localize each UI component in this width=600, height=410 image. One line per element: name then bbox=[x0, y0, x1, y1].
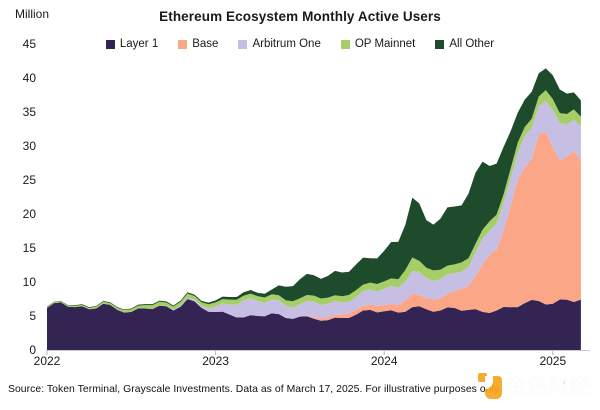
y-tick-label-25: 25 bbox=[22, 173, 36, 187]
legend-item-base: Base bbox=[178, 38, 218, 50]
y-tick-label-20: 20 bbox=[22, 207, 36, 221]
y-tick-label-5: 5 bbox=[29, 309, 36, 323]
legend-label: Arbitrum One bbox=[252, 38, 321, 50]
legend-swatch-icon bbox=[105, 39, 115, 49]
legend-swatch-icon bbox=[178, 39, 188, 49]
area-layer-1 bbox=[47, 299, 581, 350]
legend-swatch-icon bbox=[238, 39, 248, 49]
y-tick-label-10: 10 bbox=[22, 275, 36, 289]
legend-item-all-other: All Other bbox=[435, 38, 494, 50]
chart-legend: Layer 1 Base Arbitrum One OP Mainnet All Oth… bbox=[0, 38, 600, 50]
legend-item-layer-1: Layer 1 bbox=[105, 38, 159, 50]
watermark: 金色财经 bbox=[477, 369, 597, 403]
y-tick-label-30: 30 bbox=[22, 139, 36, 153]
y-tick-label-45: 45 bbox=[22, 37, 36, 51]
watermark-text: 金色财经 bbox=[506, 373, 591, 398]
jinse-finance-logo-icon bbox=[477, 372, 503, 400]
y-tick-label-0: 0 bbox=[29, 343, 36, 357]
area-all-other bbox=[47, 68, 581, 311]
y-tick-label-35: 35 bbox=[22, 105, 36, 119]
x-tick-label-2024: 2024 bbox=[370, 354, 398, 368]
x-tick-label-2022: 2022 bbox=[33, 354, 61, 368]
legend-label: All Other bbox=[449, 38, 495, 50]
legend-item-arbitrum-one: Arbitrum One bbox=[238, 38, 321, 50]
legend-label: OP Mainnet bbox=[354, 38, 416, 50]
chart-title: Ethereum Ecosystem Monthly Active Users bbox=[159, 9, 441, 24]
source-note: Source: Token Terminal, Grayscale Invest… bbox=[8, 384, 502, 395]
legend-swatch-icon bbox=[435, 39, 445, 49]
legend-swatch-icon bbox=[340, 39, 350, 49]
legend-label: Layer 1 bbox=[119, 38, 159, 50]
legend-label: Base bbox=[192, 38, 219, 50]
x-tick-label-2025: 2025 bbox=[539, 354, 567, 368]
legend-item-op-mainnet: OP Mainnet bbox=[340, 38, 416, 50]
x-tick-label-2023: 2023 bbox=[202, 354, 229, 368]
y-axis-unit-label: Million bbox=[15, 7, 50, 21]
y-tick-label-40: 40 bbox=[22, 71, 36, 85]
y-tick-label-15: 15 bbox=[22, 241, 36, 255]
